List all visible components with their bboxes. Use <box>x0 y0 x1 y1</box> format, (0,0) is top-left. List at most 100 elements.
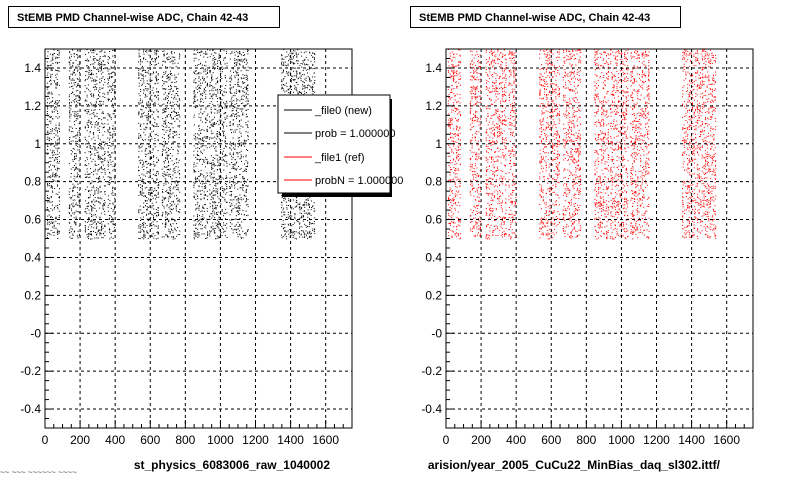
data-point <box>207 49 208 51</box>
data-point <box>57 168 58 170</box>
data-point <box>55 69 57 71</box>
data-point <box>240 181 242 183</box>
data-point <box>50 122 52 124</box>
data-point <box>58 124 60 126</box>
data-point <box>142 139 144 141</box>
data-point <box>212 124 214 126</box>
data-point <box>89 190 91 192</box>
data-point <box>78 102 80 104</box>
data-point <box>165 197 167 199</box>
data-point <box>165 107 166 109</box>
data-point <box>51 176 53 178</box>
data-point <box>69 196 71 198</box>
data-point <box>212 176 214 178</box>
data-point <box>166 66 168 68</box>
data-point <box>140 209 142 211</box>
data-point <box>153 161 155 163</box>
data-point <box>101 64 103 66</box>
data-point <box>229 182 231 184</box>
data-point <box>210 80 212 82</box>
data-point <box>240 154 242 156</box>
data-point <box>50 157 52 159</box>
data-point <box>312 83 314 85</box>
data-point <box>94 104 96 106</box>
data-point <box>216 219 218 221</box>
data-point <box>88 75 90 77</box>
data-point <box>223 231 224 233</box>
data-point <box>85 143 87 145</box>
data-point <box>55 158 57 160</box>
data-point <box>309 230 311 232</box>
data-point <box>163 199 165 201</box>
data-point <box>234 115 235 117</box>
data-point <box>74 111 76 113</box>
data-point <box>100 73 102 75</box>
data-point <box>94 116 96 118</box>
data-point <box>148 198 150 200</box>
data-point <box>225 183 227 185</box>
data-point <box>146 102 148 104</box>
data-point <box>247 199 249 201</box>
data-point <box>200 138 201 140</box>
data-point <box>170 123 172 125</box>
data-point <box>193 49 195 51</box>
data-point <box>139 223 141 225</box>
data-point <box>195 82 197 84</box>
data-point <box>151 163 153 165</box>
data-point <box>217 225 219 227</box>
data-point <box>151 156 153 158</box>
data-point <box>91 189 93 191</box>
data-point <box>96 98 98 100</box>
data-point <box>217 237 219 239</box>
data-point <box>53 136 55 138</box>
data-point <box>152 87 154 89</box>
data-point <box>78 80 80 82</box>
data-point <box>217 80 218 82</box>
data-point <box>205 93 207 95</box>
data-point <box>206 208 208 209</box>
data-point <box>114 65 115 67</box>
data-point <box>53 234 55 236</box>
data-point <box>164 142 166 144</box>
data-point <box>56 139 58 141</box>
data-point <box>77 49 79 51</box>
data-point <box>156 88 158 90</box>
data-point <box>282 88 284 90</box>
data-point <box>72 49 73 51</box>
data-point <box>301 226 303 228</box>
data-point <box>143 89 145 91</box>
data-point <box>104 224 106 226</box>
data-point <box>161 125 163 127</box>
data-point <box>307 212 309 214</box>
data-point <box>314 80 316 81</box>
data-point <box>247 206 249 208</box>
data-point <box>214 68 216 70</box>
data-point <box>85 74 87 76</box>
data-point <box>229 222 231 224</box>
data-point <box>96 53 98 55</box>
data-point <box>202 93 204 94</box>
data-point <box>247 94 249 96</box>
data-point <box>220 102 222 104</box>
data-point <box>195 232 197 234</box>
data-point <box>71 210 73 212</box>
data-point <box>237 201 239 203</box>
data-point <box>211 74 213 76</box>
data-point <box>109 171 110 173</box>
data-point <box>166 157 168 159</box>
data-point <box>281 58 283 60</box>
data-point <box>146 123 148 125</box>
data-point <box>225 137 227 139</box>
data-point <box>244 61 246 63</box>
data-point <box>239 124 240 126</box>
data-point <box>98 164 100 165</box>
data-point <box>76 133 78 135</box>
data-point <box>312 64 314 66</box>
data-point <box>99 51 101 53</box>
data-point <box>233 199 235 201</box>
data-point <box>138 146 140 148</box>
data-point <box>245 171 247 172</box>
data-point <box>55 87 57 89</box>
data-point <box>179 53 180 55</box>
data-point <box>221 226 223 228</box>
